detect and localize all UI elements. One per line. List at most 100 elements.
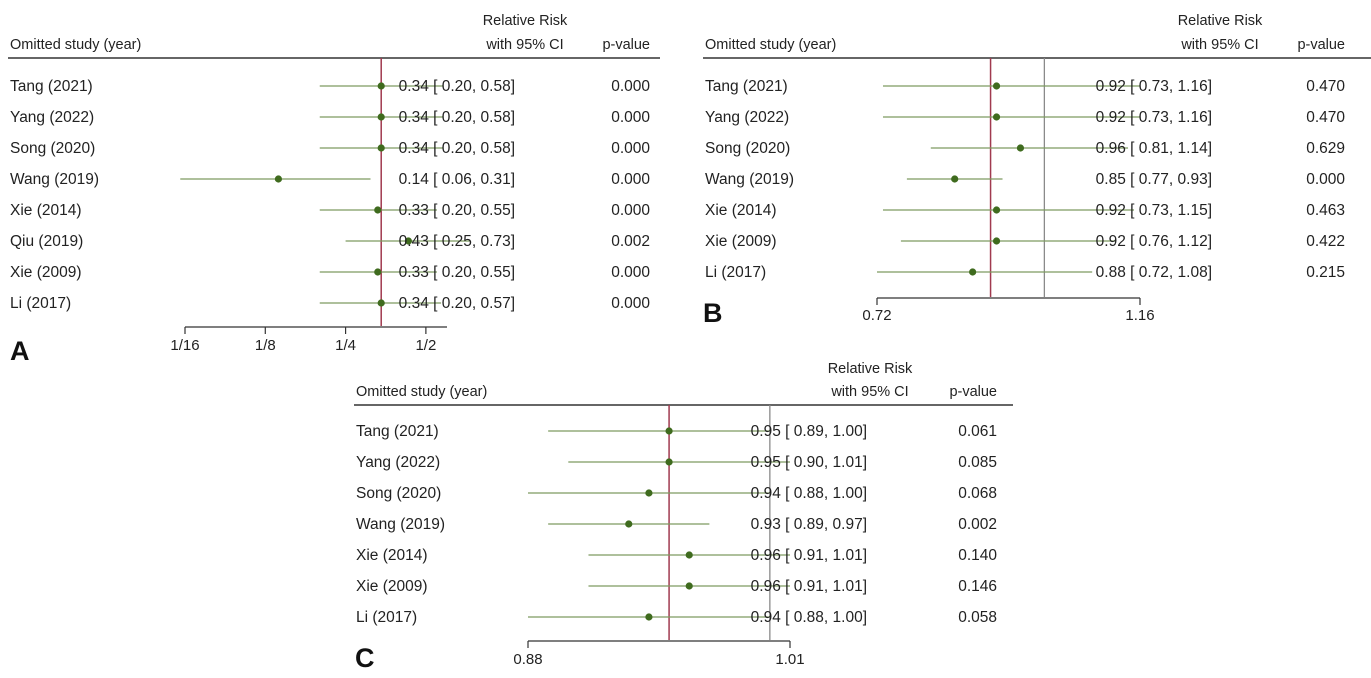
effect-ci-text: 0.95 [ 0.89, 1.00] [751,423,867,440]
column-header-effect-line1: Relative Risk [483,13,568,29]
x-tick-label: 0.72 [862,307,891,324]
column-header-effect-line2: with 95% CI [830,384,908,400]
x-tick-label: 1/4 [335,337,356,354]
pvalue-text: 0.000 [611,171,650,188]
panel-label: A [10,336,30,366]
pvalue-text: 0.085 [958,454,997,471]
pvalue-text: 0.146 [958,578,997,595]
study-label: Tang (2021) [10,78,93,95]
study-label: Li (2017) [705,264,766,281]
effect-ci-text: 0.88 [ 0.72, 1.08] [1096,264,1212,281]
point-estimate [685,551,693,559]
pvalue-text: 0.061 [958,423,997,440]
point-estimate [951,175,959,183]
point-estimate [645,489,653,497]
column-header-effect-line1: Relative Risk [828,361,913,377]
study-label: Tang (2021) [705,78,788,95]
effect-ci-text: 0.34 [ 0.20, 0.58] [399,78,515,95]
pvalue-text: 0.000 [611,78,650,95]
pvalue-text: 0.463 [1306,202,1345,219]
effect-ci-text: 0.43 [ 0.25, 0.73] [399,233,515,250]
study-label: Xie (2009) [356,578,428,595]
pvalue-text: 0.068 [958,485,997,502]
study-label: Wang (2019) [705,171,794,188]
point-estimate [969,268,977,276]
point-estimate [377,82,385,90]
x-tick-label: 1.16 [1125,307,1154,324]
forest-panel-c: Omitted study (year) Relative Risk with 95… [354,361,1013,673]
effect-ci-text: 0.33 [ 0.20, 0.55] [399,202,515,219]
point-estimate [992,113,1001,121]
pvalue-text: 0.470 [1306,109,1345,126]
effect-ci-text: 0.92 [ 0.76, 1.12] [1096,233,1212,250]
effect-ci-text: 0.96 [ 0.91, 1.01] [751,547,867,564]
column-header-pvalue: p-value [949,384,997,400]
pvalue-text: 0.629 [1306,140,1345,157]
point-estimate [685,582,693,590]
x-tick-label: 1/8 [255,337,276,354]
column-header-study: Omitted study (year) [356,384,487,400]
pvalue-text: 0.000 [611,140,650,157]
x-tick-label: 1/2 [415,337,436,354]
x-tick-label: 1/16 [170,337,199,354]
x-tick-label: 1.01 [775,651,804,668]
column-header-effect-line2: with 95% CI [485,37,563,53]
column-header-effect-line2: with 95% CI [1180,37,1258,53]
point-estimate [274,175,283,183]
point-estimate [992,206,1001,214]
effect-ci-text: 0.93 [ 0.89, 0.97] [751,516,867,533]
pvalue-text: 0.215 [1306,264,1345,281]
study-label: Song (2020) [10,140,95,157]
study-label: Wang (2019) [356,516,445,533]
point-estimate [645,613,653,621]
effect-ci-text: 0.33 [ 0.20, 0.55] [399,264,515,281]
effect-ci-text: 0.94 [ 0.88, 1.00] [751,609,867,626]
study-label: Yang (2022) [10,109,94,126]
x-tick-label: 0.88 [513,651,542,668]
study-label: Xie (2014) [356,547,428,564]
study-label: Song (2020) [356,485,441,502]
point-estimate [625,520,633,528]
pvalue-text: 0.000 [1306,171,1345,188]
panel-label: B [703,298,723,328]
study-label: Wang (2019) [10,171,99,188]
pvalue-text: 0.470 [1306,78,1345,95]
effect-ci-text: 0.95 [ 0.90, 1.01] [751,454,867,471]
effect-ci-text: 0.94 [ 0.88, 1.00] [751,485,867,502]
column-header-pvalue: p-value [602,37,650,53]
study-label: Xie (2014) [10,202,82,219]
pvalue-text: 0.002 [611,233,650,250]
forest-panel-b: Omitted study (year) Relative Risk with 95… [703,13,1371,328]
effect-ci-text: 0.96 [ 0.81, 1.14] [1096,140,1212,157]
study-label: Xie (2009) [10,264,82,281]
point-estimate [377,299,385,307]
forest-panel-a: Omitted study (year) Relative Risk with 95… [8,13,660,366]
point-estimate [1016,144,1025,152]
effect-ci-text: 0.85 [ 0.77, 0.93] [1096,171,1212,188]
pvalue-text: 0.002 [958,516,997,533]
point-estimate [374,206,382,214]
pvalue-text: 0.000 [611,264,650,281]
point-estimate [404,237,413,245]
study-label: Tang (2021) [356,423,439,440]
pvalue-text: 0.140 [958,547,997,564]
column-header-study: Omitted study (year) [705,37,836,53]
point-estimate [992,82,1001,90]
column-header-effect-line1: Relative Risk [1178,13,1263,29]
effect-ci-text: 0.14 [ 0.06, 0.31] [399,171,515,188]
study-label: Qiu (2019) [10,233,83,250]
study-label: Xie (2014) [705,202,777,219]
study-label: Yang (2022) [705,109,789,126]
effect-ci-text: 0.34 [ 0.20, 0.57] [399,295,515,312]
study-label: Li (2017) [10,295,71,312]
pvalue-text: 0.000 [611,202,650,219]
point-estimate [377,144,385,152]
pvalue-text: 0.000 [611,295,650,312]
point-estimate [665,458,673,466]
point-estimate [374,268,382,276]
effect-ci-text: 0.34 [ 0.20, 0.58] [399,109,515,126]
point-estimate [377,113,385,121]
pvalue-text: 0.000 [611,109,650,126]
effect-ci-text: 0.92 [ 0.73, 1.15] [1096,202,1212,219]
